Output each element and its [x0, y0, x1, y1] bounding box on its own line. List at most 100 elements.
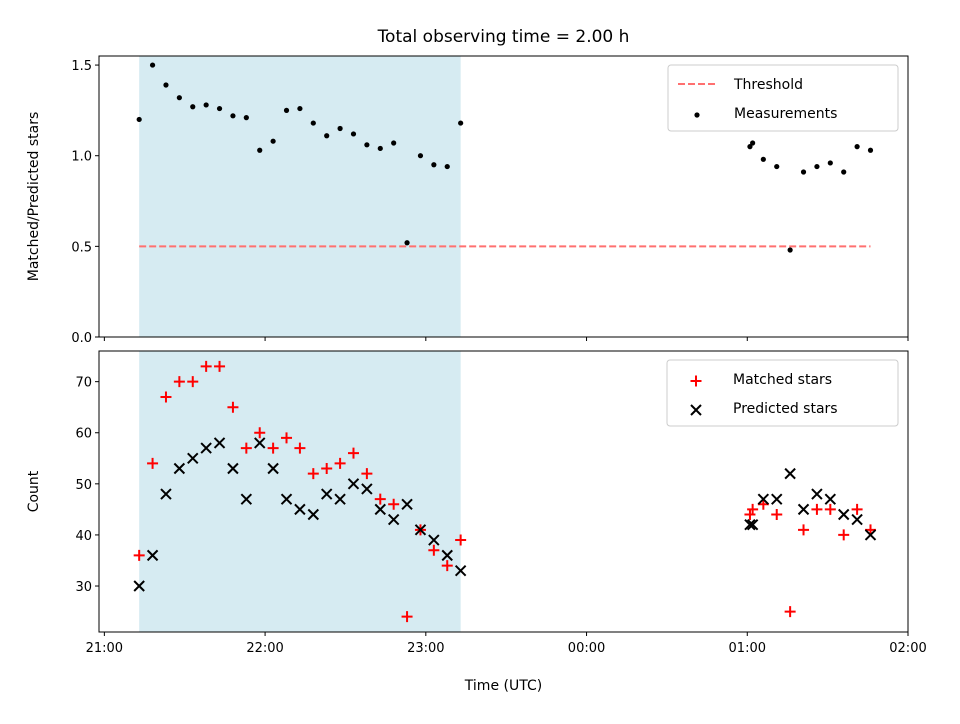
observing-window-band [139, 351, 461, 632]
predicted-stars-point [851, 513, 863, 526]
measurements-point [800, 169, 807, 175]
count-legend: Matched stars Predicted stars [666, 359, 899, 427]
measurements-point [814, 163, 820, 170]
predicted-stars-point [240, 493, 253, 505]
y-tick-label: 40 [75, 529, 92, 544]
legend-measurements-label: Measurements [734, 106, 837, 122]
predicted-stars-point [294, 503, 306, 516]
measurements-point [774, 163, 780, 170]
x-tick-label: 00:00 [568, 641, 605, 656]
predicted-stars-point [307, 508, 320, 521]
predicted-stars-point [454, 564, 467, 577]
measurements-point [176, 95, 182, 101]
y-tick-label: 50 [75, 478, 92, 493]
matched-stars-point [824, 503, 836, 515]
predicted-stars-point [173, 462, 186, 475]
matched-stars-point [771, 508, 783, 520]
predicted-stars-point [746, 519, 759, 531]
matched-stars-point [784, 606, 796, 618]
predicted-stars-point [133, 580, 145, 592]
predicted-stars-point [267, 462, 279, 475]
measurements-point [149, 62, 156, 68]
matched-stars-point [321, 463, 333, 475]
measurements-point [827, 160, 833, 166]
predicted-stars-point [187, 452, 199, 464]
legend-measurements-swatch [694, 112, 700, 118]
ratio-series [136, 62, 874, 253]
ratio-legend: Threshold Measurements [667, 64, 899, 132]
predicted-stars-point [200, 442, 212, 454]
measurements-point [190, 104, 196, 110]
y-tick-label: 1.0 [71, 150, 92, 165]
ratio-axes-frame [98, 55, 909, 338]
measurements-point [324, 133, 330, 139]
count-axes-frame [98, 350, 909, 633]
predicted-stars-point [280, 493, 293, 505]
count-y-ticks: 30 40 50 60 70 [75, 376, 99, 595]
measurements-point [364, 142, 370, 148]
measurements-point [257, 147, 263, 153]
predicted-stars-point [387, 513, 400, 526]
predicted-stars-point [227, 462, 239, 475]
matched-stars-point [133, 549, 145, 561]
matched-stars-point [757, 498, 769, 510]
legend-threshold-label: Threshold [733, 77, 803, 93]
matched-stars-point [334, 457, 346, 469]
observing-window-band [139, 56, 461, 337]
measurements-point [750, 140, 756, 146]
measurements-point [417, 153, 424, 159]
ratio-y-axis-label: Matched/Predicted stars [26, 112, 42, 282]
legend-box [667, 64, 899, 132]
measurements-point [854, 144, 860, 150]
measurements-point [270, 138, 276, 144]
matched-stars-point [838, 529, 850, 541]
predicted-stars-point [361, 483, 373, 495]
y-tick-label: 1.5 [71, 59, 92, 74]
matched-stars-point [851, 503, 863, 515]
measurements-point [216, 105, 223, 112]
matched-stars-point [307, 468, 319, 480]
x-tick-label: 02:00 [889, 641, 926, 656]
matched-stars-point [147, 457, 159, 469]
x-tick-label: 21:00 [86, 641, 123, 656]
measurements-point [310, 120, 316, 126]
legend-predicted-stars-label: Predicted stars [733, 401, 838, 417]
matched-stars-point [160, 391, 172, 403]
count-series [133, 360, 877, 623]
matched-stars-point [281, 432, 293, 444]
matched-stars-point [200, 360, 212, 372]
measurements-point [747, 144, 753, 150]
y-tick-label: 70 [75, 376, 92, 391]
measurements-point [203, 102, 209, 108]
predicted-stars-point [824, 493, 837, 505]
ratio-x-ticks [103, 337, 909, 341]
matched-stars-point [214, 360, 226, 372]
matched-stars-point [227, 401, 239, 413]
measurements-point [458, 120, 464, 126]
predicted-stars-point [401, 498, 413, 510]
matched-stars-point [798, 524, 810, 536]
predicted-stars-point [160, 488, 172, 500]
count-x-ticks: 21:00 22:00 23:00 00:00 01:00 02:00 [86, 632, 927, 656]
x-tick-label: 23:00 [407, 641, 444, 656]
matched-stars-point [361, 468, 373, 480]
ratio-y-ticks: 0.0 0.5 1.0 1.5 [71, 59, 99, 346]
predicted-stars-point [771, 493, 783, 505]
y-tick-label: 0.5 [71, 240, 92, 255]
count-panel: 30 40 50 60 70 21:00 22:00 23:00 00:00 01:00 02:0… [26, 350, 927, 656]
matched-stars-point [267, 442, 279, 454]
x-axis-label: Time (UTC) [464, 678, 542, 694]
measurements-point [444, 163, 450, 170]
y-tick-label: 30 [75, 580, 92, 595]
predicted-stars-point [254, 437, 266, 449]
predicted-stars-point [347, 478, 360, 490]
matched-stars-point [428, 544, 440, 556]
matched-stars-point [254, 427, 266, 439]
matched-stars-point [388, 498, 400, 510]
measurements-point [136, 116, 142, 123]
predicted-stars-point [811, 488, 823, 500]
predicted-stars-point [146, 549, 159, 562]
legend-matched-stars-swatch [690, 375, 702, 387]
matched-stars-point [864, 524, 876, 536]
